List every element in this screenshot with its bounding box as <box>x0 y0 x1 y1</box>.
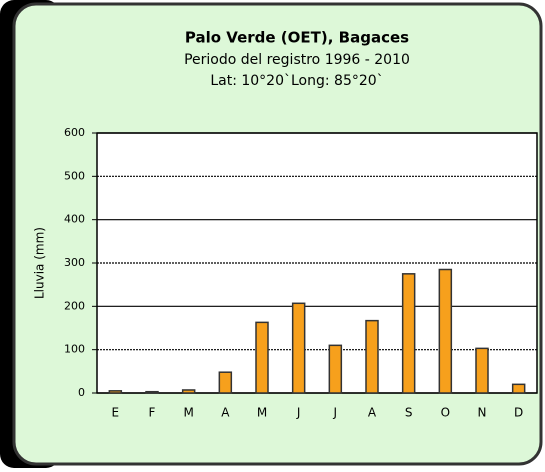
x-tick-label: D <box>514 406 523 420</box>
y-tick-label: 500 <box>64 169 85 182</box>
x-tick-label: M <box>183 406 193 420</box>
bar <box>255 321 269 394</box>
bar <box>438 268 453 394</box>
bar <box>218 371 233 394</box>
x-tick-label: E <box>112 406 120 420</box>
x-tick-label: J <box>333 406 338 420</box>
chart-location: Lat: 10°20`Long: 85°20` <box>210 73 383 89</box>
x-tick-label: M <box>257 406 267 420</box>
y-tick-label: 0 <box>78 386 85 399</box>
bar <box>365 319 379 394</box>
chart-title: Palo Verde (OET), Bagaces <box>185 29 409 47</box>
chart-subtitle: Periodo del registro 1996 - 2010 <box>184 52 410 68</box>
x-tick-label: O <box>441 406 450 420</box>
bar <box>108 390 123 394</box>
bar <box>181 389 196 394</box>
y-tick-label: 600 <box>64 126 85 139</box>
x-tick-label: S <box>405 406 413 420</box>
x-tick-label: A <box>221 406 230 420</box>
y-tick-label: 300 <box>64 256 85 269</box>
bar <box>475 347 489 394</box>
bar <box>328 344 343 394</box>
y-axis-label: Lluvia (mm) <box>33 227 47 299</box>
x-tick-label: N <box>478 406 487 420</box>
bar <box>145 390 159 394</box>
bar <box>291 302 306 394</box>
y-tick-label: 400 <box>64 213 85 226</box>
x-tick-label: F <box>149 406 156 420</box>
x-tick-label: A <box>368 406 377 420</box>
bar <box>511 383 526 394</box>
y-tick-label: 200 <box>64 299 85 312</box>
x-tick-label: J <box>296 406 301 420</box>
y-tick-label: 100 <box>64 343 85 356</box>
bar <box>401 273 416 394</box>
